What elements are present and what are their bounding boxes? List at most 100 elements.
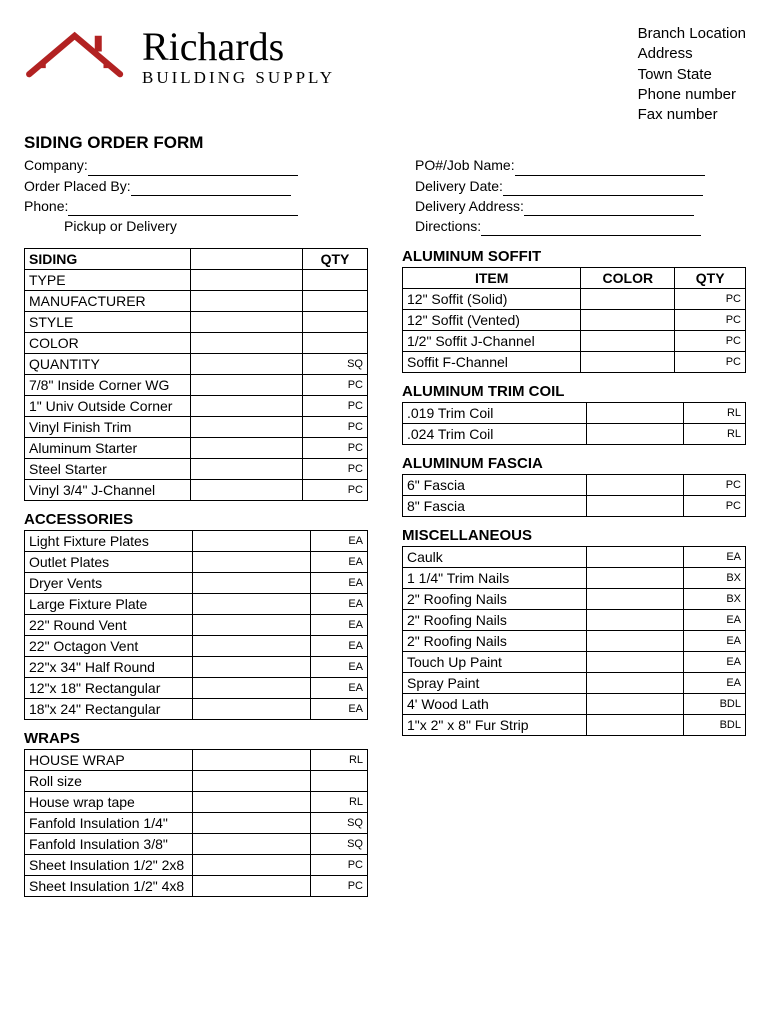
row-unit[interactable]: PC (302, 417, 367, 438)
row-value[interactable] (587, 547, 684, 568)
row-unit[interactable]: RL (683, 403, 745, 424)
row-value[interactable] (587, 610, 684, 631)
row-unit[interactable] (302, 333, 367, 354)
row-unit[interactable] (302, 312, 367, 333)
delivery-date-input[interactable] (503, 181, 703, 196)
row-unit[interactable]: SQ (311, 834, 368, 855)
row-value[interactable] (191, 312, 303, 333)
row-value[interactable] (193, 855, 311, 876)
row-unit[interactable]: EA (311, 699, 368, 720)
row-value[interactable] (191, 333, 303, 354)
row-unit[interactable]: RL (311, 750, 368, 771)
row-unit[interactable]: SQ (302, 354, 367, 375)
row-unit[interactable]: PC (675, 310, 746, 331)
row-value[interactable] (581, 352, 675, 373)
row-unit[interactable]: BDL (683, 694, 745, 715)
row-unit[interactable]: EA (311, 573, 368, 594)
row-unit[interactable] (302, 291, 367, 312)
order-placed-by-input[interactable] (131, 181, 291, 196)
row-value[interactable] (587, 589, 684, 610)
directions-input[interactable] (481, 221, 701, 236)
row-value[interactable] (581, 289, 675, 310)
row-label: Large Fixture Plate (25, 594, 193, 615)
row-unit[interactable]: RL (311, 792, 368, 813)
row-unit[interactable]: PC (302, 375, 367, 396)
row-unit[interactable]: PC (302, 480, 367, 501)
row-value[interactable] (191, 396, 303, 417)
row-unit[interactable]: EA (311, 636, 368, 657)
row-value[interactable] (581, 331, 675, 352)
row-value[interactable] (193, 792, 311, 813)
row-unit[interactable]: PC (675, 331, 746, 352)
row-unit[interactable]: PC (683, 496, 745, 517)
row-unit[interactable]: PC (675, 352, 746, 373)
row-value[interactable] (587, 424, 684, 445)
row-label: Caulk (403, 547, 587, 568)
row-unit[interactable]: EA (311, 594, 368, 615)
company-input[interactable] (88, 161, 298, 176)
row-value[interactable] (587, 403, 684, 424)
row-value[interactable] (587, 631, 684, 652)
row-value[interactable] (191, 438, 303, 459)
row-unit[interactable]: EA (683, 673, 745, 694)
row-value[interactable] (193, 615, 311, 636)
row-unit[interactable]: BDL (683, 715, 745, 736)
row-value[interactable] (193, 636, 311, 657)
row-value[interactable] (587, 568, 684, 589)
row-unit[interactable]: PC (311, 876, 368, 897)
siding-qty-header: QTY (302, 249, 367, 270)
row-unit[interactable]: PC (302, 438, 367, 459)
row-unit[interactable]: PC (683, 475, 745, 496)
row-unit[interactable]: EA (683, 652, 745, 673)
row-value[interactable] (193, 834, 311, 855)
row-value[interactable] (193, 771, 311, 792)
row-label: 18"x 24" Rectangular (25, 699, 193, 720)
row-value[interactable] (587, 694, 684, 715)
row-unit[interactable]: EA (311, 552, 368, 573)
row-unit[interactable]: RL (683, 424, 745, 445)
row-value[interactable] (193, 657, 311, 678)
row-value[interactable] (191, 480, 303, 501)
row-value[interactable] (191, 270, 303, 291)
row-value[interactable] (193, 594, 311, 615)
row-value[interactable] (193, 813, 311, 834)
row-value[interactable] (193, 678, 311, 699)
row-value[interactable] (193, 750, 311, 771)
row-value[interactable] (193, 531, 311, 552)
row-unit[interactable]: EA (311, 657, 368, 678)
row-value[interactable] (191, 354, 303, 375)
row-unit[interactable] (302, 270, 367, 291)
row-value[interactable] (193, 573, 311, 594)
row-unit[interactable]: BX (683, 589, 745, 610)
row-unit[interactable]: BX (683, 568, 745, 589)
row-unit[interactable]: EA (683, 547, 745, 568)
phone-input[interactable] (68, 201, 298, 216)
row-unit[interactable]: PC (302, 396, 367, 417)
row-value[interactable] (191, 291, 303, 312)
row-value[interactable] (191, 375, 303, 396)
row-value[interactable] (193, 552, 311, 573)
pickup-delivery[interactable]: Pickup or Delivery (24, 216, 355, 236)
row-value[interactable] (587, 475, 684, 496)
row-unit[interactable]: PC (675, 289, 746, 310)
row-unit[interactable]: PC (302, 459, 367, 480)
row-value[interactable] (191, 417, 303, 438)
row-unit[interactable]: EA (311, 615, 368, 636)
row-value[interactable] (193, 876, 311, 897)
po-job-input[interactable] (515, 161, 705, 176)
row-unit[interactable]: SQ (311, 813, 368, 834)
row-value[interactable] (587, 652, 684, 673)
delivery-address-input[interactable] (524, 201, 694, 216)
row-value[interactable] (581, 310, 675, 331)
row-value[interactable] (587, 715, 684, 736)
row-value[interactable] (191, 459, 303, 480)
row-value[interactable] (587, 496, 684, 517)
row-unit[interactable]: EA (683, 631, 745, 652)
row-unit[interactable]: EA (311, 531, 368, 552)
row-value[interactable] (193, 699, 311, 720)
row-unit[interactable] (311, 771, 368, 792)
row-unit[interactable]: EA (683, 610, 745, 631)
row-unit[interactable]: PC (311, 855, 368, 876)
row-unit[interactable]: EA (311, 678, 368, 699)
row-value[interactable] (587, 673, 684, 694)
